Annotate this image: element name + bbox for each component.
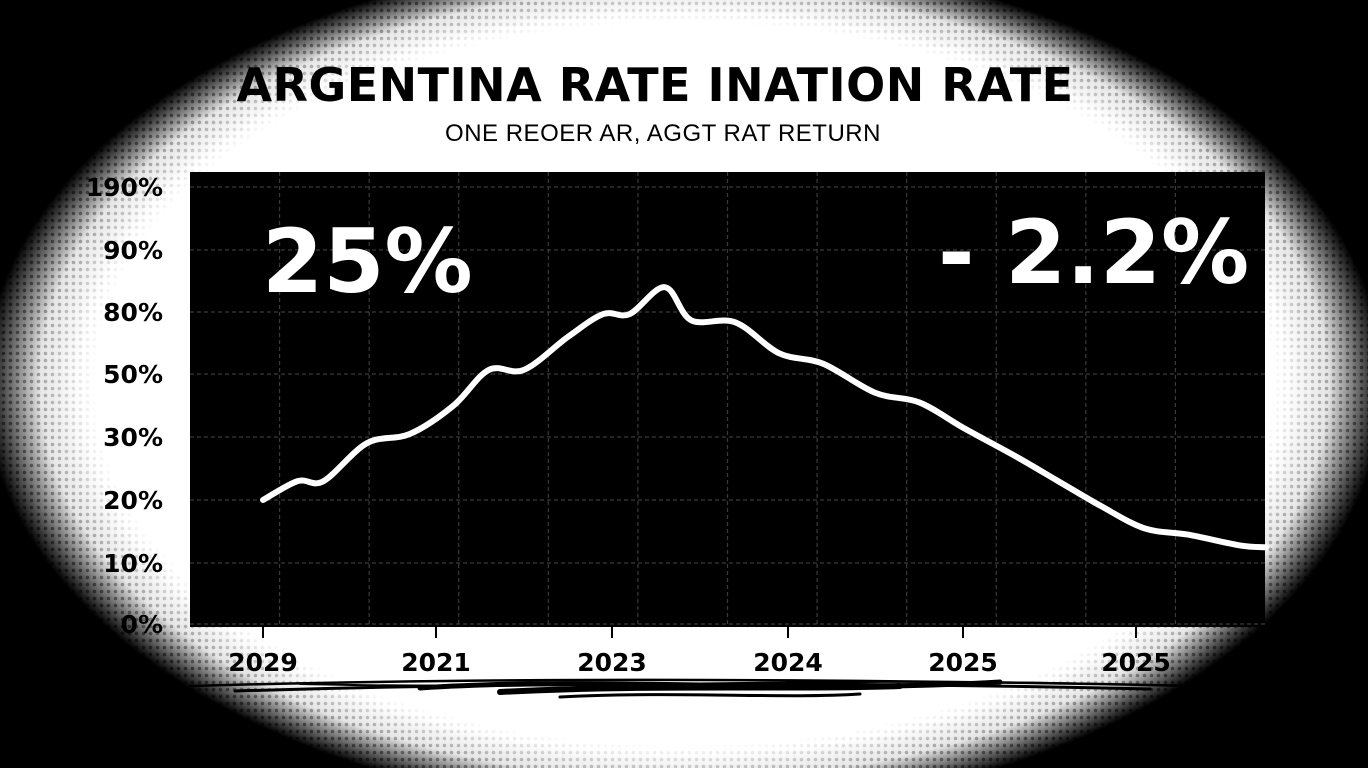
y-tick-label: 10%	[103, 549, 163, 578]
annotation-left: 25%	[262, 210, 473, 313]
y-tick-label: 80%	[103, 298, 163, 327]
x-tick-label: 2029	[228, 648, 298, 677]
series-line-inflation	[260, 284, 1269, 551]
y-tick-label: 50%	[103, 360, 163, 389]
chart-title: ARGENTINA RATE INATION RATE	[236, 58, 1074, 112]
y-tick-label: 0%	[121, 610, 163, 639]
x-tick-label: 2025	[1101, 648, 1171, 677]
y-tick-label: 30%	[103, 423, 163, 452]
chart-subtitle: ONE REOER AR, AGGT RAT RETURN	[445, 120, 881, 147]
scribble-underline	[188, 678, 1207, 699]
y-tick-label: 20%	[103, 486, 163, 515]
x-tick-label: 2025	[928, 648, 998, 677]
x-tick-label: 2023	[577, 648, 647, 677]
y-tick-label: 90%	[103, 236, 163, 265]
y-axis: 190% 90% 80% 50% 30% 20% 10% 0%	[86, 173, 163, 639]
x-tick-label: 2021	[401, 648, 471, 677]
y-tick-label: 190%	[86, 173, 163, 202]
x-axis: 2029 2021 2023 2024 2025 2025	[228, 627, 1171, 677]
annotation-right: - 2.2%	[938, 201, 1249, 304]
x-tick-label: 2024	[753, 648, 823, 677]
